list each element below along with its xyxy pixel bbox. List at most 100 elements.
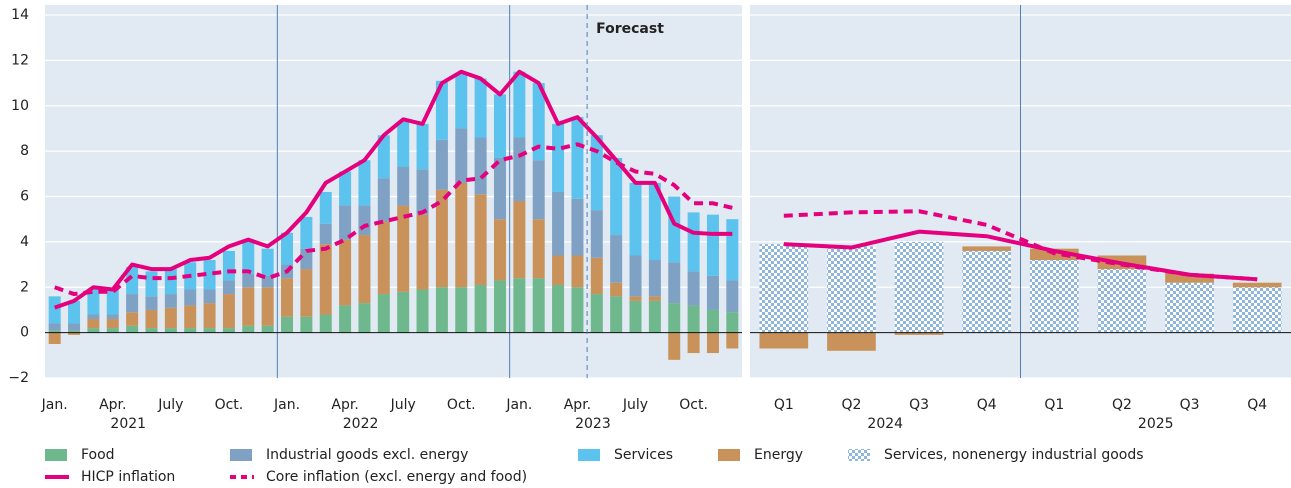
bar	[687, 271, 700, 306]
bar	[164, 294, 177, 308]
bar	[145, 328, 158, 333]
bar	[668, 332, 681, 360]
hicp-line	[783, 229, 1258, 282]
bar	[203, 289, 216, 304]
bar	[648, 296, 661, 301]
bar	[590, 135, 603, 211]
x-tick-label: Q1	[774, 397, 794, 413]
x-tick-label: Jan.	[273, 397, 300, 413]
y-tick-label: 12	[11, 52, 29, 68]
bar	[1232, 282, 1282, 288]
bar	[493, 94, 506, 158]
bar	[1165, 273, 1214, 283]
x-tick-label: Q3	[1180, 397, 1200, 413]
bar	[106, 328, 119, 333]
bar	[706, 332, 719, 354]
bar	[48, 323, 61, 331]
y-tick-label: 2	[20, 279, 29, 295]
y-tick-label: 0	[20, 325, 29, 341]
bar	[726, 312, 739, 333]
bar	[590, 257, 603, 295]
y-tick-label: 6	[20, 189, 29, 205]
bar	[106, 319, 119, 329]
bar	[759, 332, 809, 349]
legend-swatch	[848, 449, 870, 461]
annotation: Forecast	[596, 21, 664, 37]
x-tick-label: Q3	[909, 397, 929, 413]
bar	[126, 294, 139, 313]
bar	[610, 282, 623, 297]
bar	[668, 262, 681, 304]
x-tick-label: Oct.	[679, 397, 708, 413]
bar	[126, 312, 139, 326]
bar	[319, 191, 332, 224]
bar	[281, 316, 294, 333]
bar	[552, 191, 565, 256]
bar	[164, 328, 177, 333]
core-line	[783, 209, 1258, 282]
bar	[397, 167, 410, 206]
y-tick-label: 8	[20, 143, 29, 159]
bar	[106, 289, 119, 315]
bar	[416, 214, 429, 290]
bar	[1232, 287, 1282, 333]
bar	[687, 305, 700, 333]
bar	[164, 307, 177, 329]
bar	[339, 305, 352, 333]
x-tick-label: Q2	[1112, 397, 1132, 413]
bar	[648, 260, 661, 297]
x-tick-label: Jan.	[505, 397, 532, 413]
bar	[184, 289, 197, 306]
bar	[339, 239, 352, 306]
bar	[164, 269, 177, 295]
bar	[339, 171, 352, 206]
bar	[513, 71, 526, 138]
bar	[571, 117, 584, 199]
bar	[145, 271, 158, 297]
y-tick-label: 4	[20, 234, 29, 250]
bar	[48, 332, 61, 344]
legend-label: Industrial goods excl. energy	[266, 447, 468, 463]
bar	[455, 182, 468, 288]
legend-label: Energy	[754, 447, 803, 463]
bar	[319, 223, 332, 245]
bar	[726, 280, 739, 313]
bar	[68, 300, 81, 324]
legend-swatch	[45, 449, 67, 461]
bar	[552, 255, 565, 285]
bar	[571, 255, 584, 288]
bar	[455, 287, 468, 333]
bar	[590, 210, 603, 258]
bar	[87, 314, 100, 320]
x-tick-label: Apr.	[331, 397, 358, 413]
bar	[261, 275, 274, 288]
bar	[261, 248, 274, 276]
bar	[532, 83, 545, 161]
bar	[203, 328, 216, 333]
bar	[726, 332, 739, 349]
bar	[300, 248, 313, 270]
bar	[532, 219, 545, 279]
bar	[416, 123, 429, 170]
bar	[242, 325, 255, 333]
bar	[455, 73, 468, 129]
bar	[339, 205, 352, 240]
bar	[416, 169, 429, 215]
bar	[687, 212, 700, 272]
bar	[687, 332, 700, 354]
bar	[222, 294, 235, 329]
bar	[435, 287, 448, 333]
bar	[242, 273, 255, 288]
bar	[203, 260, 216, 290]
bar	[706, 214, 719, 276]
bar	[300, 269, 313, 317]
x-tick-label: Q4	[1247, 397, 1267, 413]
core-line	[54, 142, 733, 297]
bar	[513, 278, 526, 333]
bar	[87, 328, 100, 333]
bar	[222, 250, 235, 281]
bar	[590, 294, 603, 333]
x-tick-label: Q1	[1044, 397, 1064, 413]
x-tick-label: Oct.	[215, 397, 244, 413]
